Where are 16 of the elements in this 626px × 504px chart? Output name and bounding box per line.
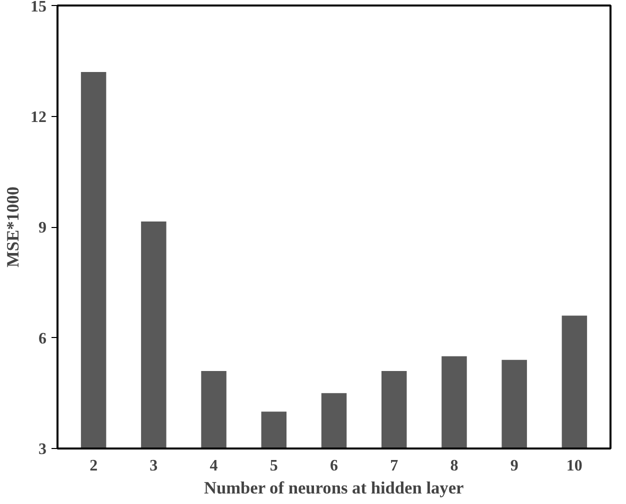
x-axis-title: Number of neurons at hidden layer bbox=[204, 478, 464, 498]
x-tick-label: 8 bbox=[450, 458, 458, 474]
x-tick-label: 2 bbox=[90, 458, 98, 474]
x-tick-label: 3 bbox=[150, 458, 158, 474]
y-axis-title: MSE*1000 bbox=[4, 186, 22, 268]
x-tick-label: 6 bbox=[330, 458, 338, 474]
y-tick-label: 9 bbox=[38, 220, 46, 236]
y-tick-label: 12 bbox=[30, 108, 46, 126]
y-tick-label: 6 bbox=[38, 330, 46, 348]
y-tick-label: 15 bbox=[30, 0, 46, 16]
y-tick-label: 3 bbox=[38, 441, 46, 458]
x-tick-label: 7 bbox=[390, 458, 398, 474]
x-tick-label: 4 bbox=[210, 458, 218, 474]
x-tick-label: 5 bbox=[270, 458, 278, 474]
x-tick-label: 9 bbox=[510, 458, 518, 474]
x-tick-label: 10 bbox=[566, 458, 582, 474]
